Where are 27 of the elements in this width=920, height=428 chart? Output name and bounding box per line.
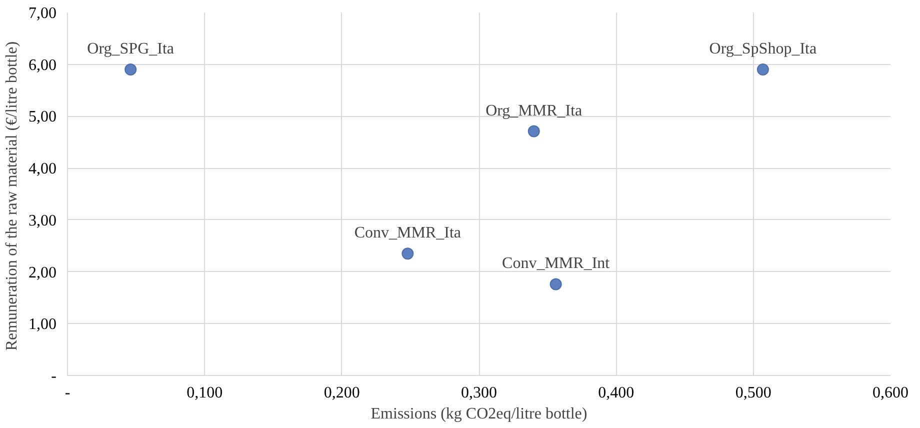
y-tick-label: 1,00 — [28, 316, 56, 334]
point — [550, 278, 562, 290]
point — [402, 248, 414, 260]
point — [528, 125, 540, 138]
x-tick-label: 0,300 — [461, 384, 497, 402]
y-tick-label: - — [51, 368, 56, 385]
x-tick-label: 0,200 — [324, 384, 360, 402]
x-tick-label: - — [64, 384, 70, 402]
x-tick-label: 0,100 — [186, 384, 223, 402]
y-tick-label: 4,00 — [28, 160, 56, 178]
x-tick-label: 0,500 — [735, 384, 772, 402]
y-tick-label: 7,00 — [28, 5, 56, 22]
annotation: Org_SpShop_Ita — [709, 40, 817, 58]
annotation: Conv_MMR_Ita — [354, 224, 462, 242]
x-tick-label: 0,400 — [598, 384, 634, 402]
y-axis-title: Remuneration of the raw material (€/litre bottle) — [4, 41, 20, 351]
x-tick-label: 0,600 — [872, 384, 908, 402]
annotation: Org_MMR_Ita — [486, 102, 582, 120]
point — [756, 64, 769, 76]
x-axis-title: Emissions (kg CO2eq/litre bottle) — [370, 406, 588, 422]
point — [124, 64, 137, 76]
y-tick-label: 5,00 — [28, 108, 56, 126]
annotation: Org_SPG_Ita — [87, 40, 174, 58]
y-tick-label: 3,00 — [28, 212, 56, 230]
annotation: Conv_MMR_Int — [502, 255, 610, 272]
y-tick-label: 2,00 — [28, 264, 56, 282]
y-tick-label: 6,00 — [28, 56, 56, 74]
